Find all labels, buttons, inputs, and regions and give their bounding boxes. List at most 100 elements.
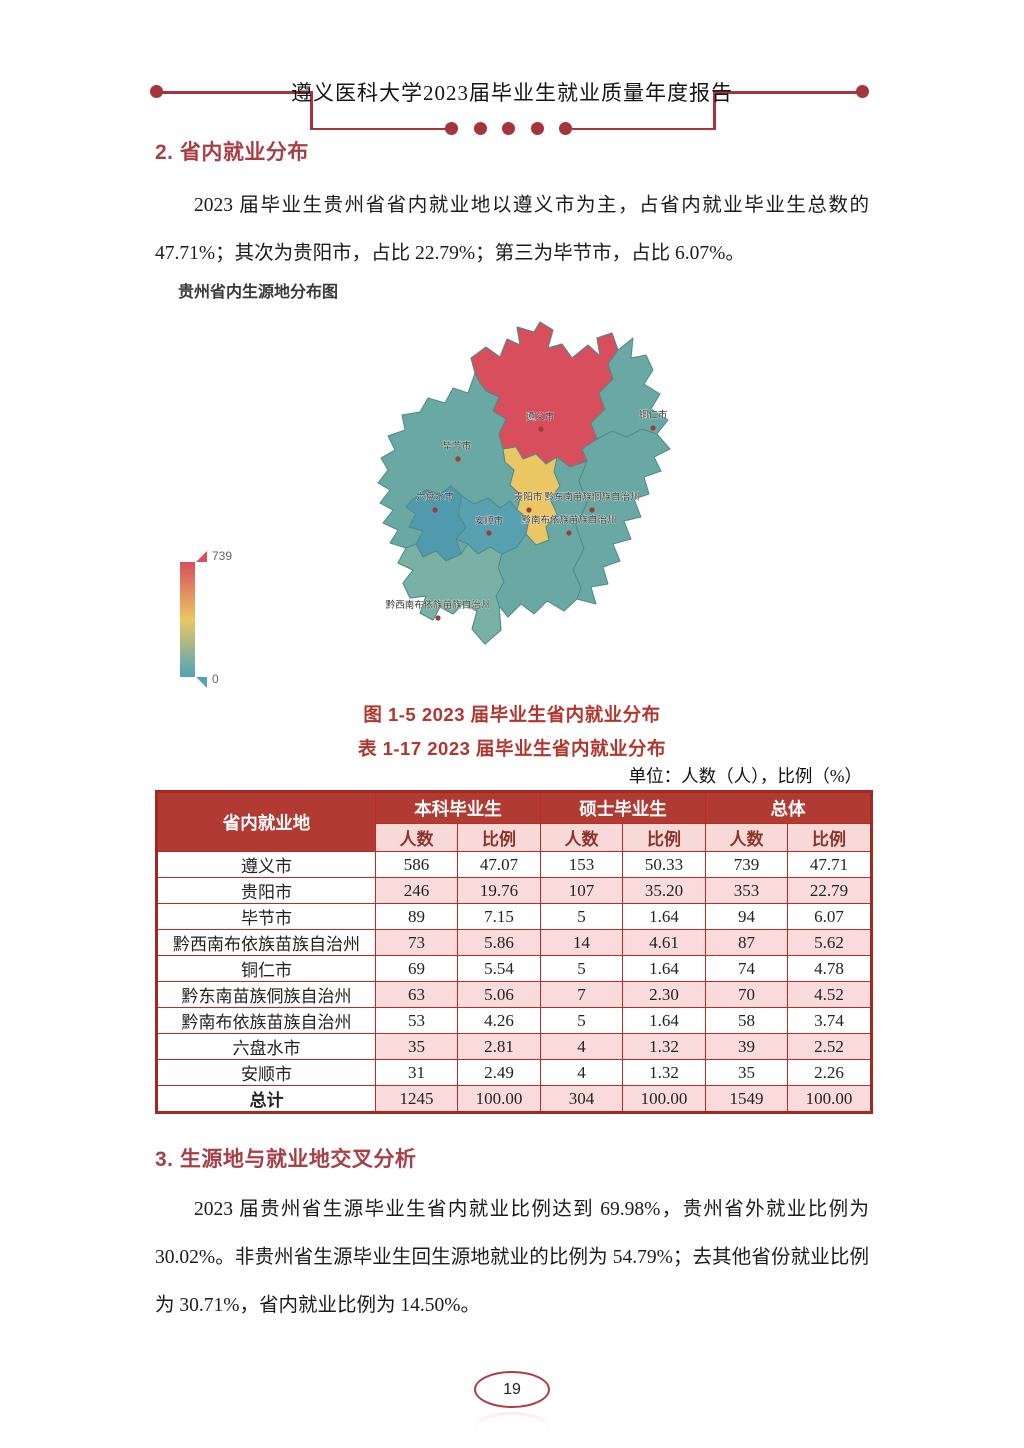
table-cell-value: 100.00 xyxy=(457,1085,541,1113)
guizhou-choropleth-map: 遵义市 铜仁市 毕节市 六盘水市 贵阳市 黔东南苗族侗族自治州 安顺市 黔南布依族苗族自治州黔… xyxy=(350,300,720,670)
header-left-dot-icon xyxy=(150,85,163,98)
table-cell-value: 304 xyxy=(540,1085,623,1113)
header-line-step-left xyxy=(310,91,313,130)
map-border-qiandongnan-qiannan xyxy=(572,460,588,600)
page-number: 19 xyxy=(503,1380,521,1398)
map-city-marker-icon xyxy=(455,456,461,462)
table-row: 遵义市 586 47.07 153 50.33 739 47.71 xyxy=(156,851,872,878)
header-mid-dot-icon xyxy=(502,121,515,135)
map-region-label: 贵阳市 xyxy=(514,491,543,503)
table-cell-value: 1549 xyxy=(705,1085,788,1113)
table-cell-value: 2.81 xyxy=(457,1033,541,1060)
table-cell-value: 4.78 xyxy=(787,955,872,982)
legend-max-value: 739 xyxy=(212,549,233,563)
table-cell-value: 5 xyxy=(540,903,623,930)
table-cell-value: 107 xyxy=(540,877,623,904)
table-cell-value: 50.33 xyxy=(622,851,706,878)
table-cell-value: 100.00 xyxy=(787,1085,872,1113)
table-cell-value: 69 xyxy=(375,955,458,982)
header-line-top-right xyxy=(713,91,857,94)
table-cell-value: 3.74 xyxy=(787,1007,872,1034)
map-city-marker-icon xyxy=(589,507,595,513)
map-border-tongren-qiandongnan xyxy=(596,428,658,440)
table-cell-value: 70 xyxy=(705,981,788,1008)
header-line-bottom-right xyxy=(572,127,715,130)
map-city-marker-icon xyxy=(566,530,572,536)
table-cell-value: 1.64 xyxy=(622,1007,706,1034)
map-region-label: 遵义市 xyxy=(526,411,555,423)
table-row: 贵阳市 246 19.76 107 35.20 353 22.79 xyxy=(156,877,872,904)
table-unit-note: 单位：人数（人），比例（%） xyxy=(628,766,862,786)
map-region-qianxinan xyxy=(397,543,505,645)
table-cell-value: 586 xyxy=(375,851,458,878)
section-3-heading: 3. 生源地与就业地交叉分析 xyxy=(155,1148,417,1171)
table-colgroup-total: 总体 xyxy=(705,791,872,824)
table-caption: 表 1-17 2023 届毕业生省内就业分布 xyxy=(357,738,667,759)
table-cell-region: 六盘水市 xyxy=(156,1033,376,1060)
map-city-marker-icon xyxy=(486,530,492,536)
table-subheader-ratio: 比例 xyxy=(457,823,541,852)
employment-distribution-table: 省内就业地 本科毕业生 硕士毕业生 总体 人数 比例 人数 比例 人数 比例 遵… xyxy=(155,790,873,1114)
header-mid-dot-icon xyxy=(474,121,487,135)
table-cell-value: 31 xyxy=(375,1059,458,1086)
map-region-guiyang xyxy=(502,446,561,546)
table-cell-value: 2.52 xyxy=(787,1033,872,1060)
section-3-paragraph: 2023 届贵州省生源毕业生省内就业比例达到 69.98%，贵州省外就业比例为 … xyxy=(155,1199,869,1316)
table-cell-value: 5.86 xyxy=(457,929,541,956)
table-row: 铜仁市 69 5.54 5 1.64 74 4.78 xyxy=(156,955,872,982)
table-cell-value: 47.07 xyxy=(457,851,541,878)
map-region-label: 黔东南苗族侗族自治州 xyxy=(544,491,639,503)
table-row: 总计 1245 100.00 304 100.00 1549 100.00 xyxy=(156,1085,872,1113)
map-city-marker-icon xyxy=(526,507,532,513)
figure-caption: 图 1-5 2023 届毕业生省内就业分布 xyxy=(363,704,661,725)
section-2-paragraph: 2023 届毕业生贵州省省内就业地以遵义市为主，占省内就业毕业生总数的 47.7… xyxy=(155,195,869,264)
table-cell-value: 4.61 xyxy=(622,929,706,956)
table-cell-value: 5 xyxy=(540,1007,623,1034)
table-row: 黔西南布依族苗族自治州 73 5.86 14 4.61 87 5.62 xyxy=(156,929,872,956)
map-title: 贵州省内生源地分布图 xyxy=(178,284,339,301)
table-colgroup-master: 硕士毕业生 xyxy=(540,791,706,824)
header-right-dot-icon xyxy=(856,85,869,98)
table-cell-value: 5.62 xyxy=(787,929,872,956)
table-cell-value: 53 xyxy=(375,1007,458,1034)
section-2-heading: 2. 省内就业分布 xyxy=(155,141,309,164)
page-number-badge: 19 xyxy=(474,1371,550,1408)
map-region-label: 毕节市 xyxy=(443,440,472,452)
table-cell-region: 铜仁市 xyxy=(156,955,376,982)
table-subheader-count: 人数 xyxy=(375,823,458,852)
table-cell-region: 毕节市 xyxy=(156,903,376,930)
map-region-label: 安顺市 xyxy=(475,515,504,527)
table-cell-region: 安顺市 xyxy=(156,1059,376,1086)
table-cell-region: 遵义市 xyxy=(156,851,376,878)
table-cell-value: 14 xyxy=(540,929,623,956)
table-cell-value: 63 xyxy=(375,981,458,1008)
table-cell-value: 1.64 xyxy=(622,955,706,982)
table-subheader-ratio: 比例 xyxy=(787,823,872,852)
table-cell-value: 100.00 xyxy=(622,1085,706,1113)
table-cell-value: 94 xyxy=(705,903,788,930)
table-cell-value: 22.79 xyxy=(787,877,872,904)
table-cell-value: 35 xyxy=(705,1059,788,1086)
table-cell-value: 39 xyxy=(705,1033,788,1060)
table-cell-value: 1.32 xyxy=(622,1033,706,1060)
legend-max-arrow-icon xyxy=(196,551,207,562)
map-region-label: 六盘水市 xyxy=(416,491,455,503)
table-cell-value: 5.06 xyxy=(457,981,541,1008)
table-subheader-count: 人数 xyxy=(705,823,788,852)
map-city-marker-icon xyxy=(432,507,438,513)
map-region-anshun xyxy=(455,495,530,555)
table-cell-value: 153 xyxy=(540,851,623,878)
table-cell-value: 7.15 xyxy=(457,903,541,930)
table-subheader-ratio: 比例 xyxy=(622,823,706,852)
header-mid-dot-icon xyxy=(445,121,458,135)
table-cell-value: 35 xyxy=(375,1033,458,1060)
table-cell-value: 35.20 xyxy=(622,877,706,904)
map-region-label: 黔南布依族苗族自治州 xyxy=(521,514,616,526)
table-cell-region: 黔南布依族苗族自治州 xyxy=(156,1007,376,1034)
table-cell-value: 4.26 xyxy=(457,1007,541,1034)
map-city-marker-icon xyxy=(538,426,544,432)
map-city-marker-icon xyxy=(650,425,656,431)
table-cell-value: 4.52 xyxy=(787,981,872,1008)
table-cell-region: 贵阳市 xyxy=(156,877,376,904)
